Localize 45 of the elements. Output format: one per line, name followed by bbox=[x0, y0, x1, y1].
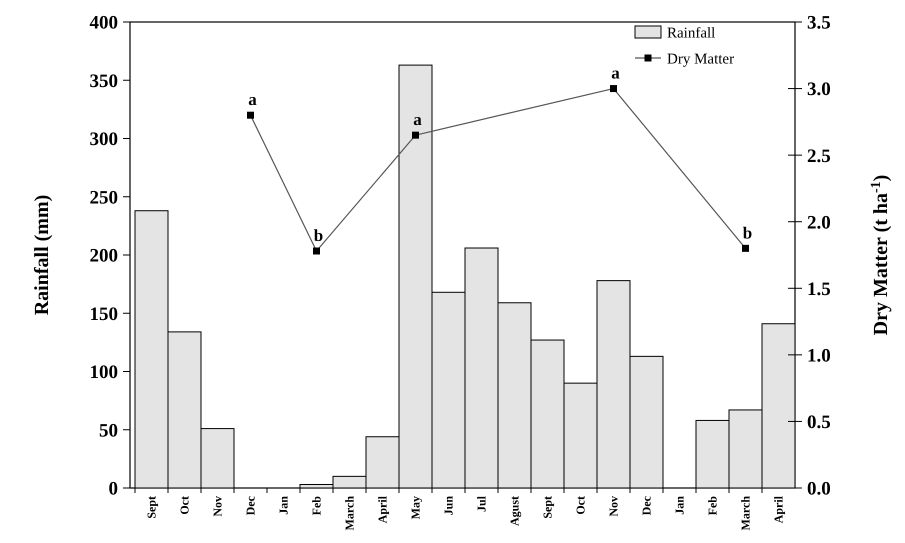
data-label: a bbox=[248, 90, 258, 110]
y-tick-label: 200 bbox=[90, 246, 118, 267]
x-tick-label: Feb bbox=[310, 496, 324, 516]
x-tick-label: March bbox=[738, 496, 752, 530]
y-tick-label: 400 bbox=[90, 12, 118, 34]
y2-tick-label: 1.5 bbox=[807, 278, 831, 300]
y-tick-label: 150 bbox=[90, 304, 118, 325]
y2-tick-label: 2.5 bbox=[807, 146, 831, 167]
x-tick-label: Jul bbox=[474, 495, 488, 512]
y-tick-label: 100 bbox=[90, 362, 118, 384]
legend-label: Rainfall bbox=[667, 25, 716, 42]
x-tick-label: Dec bbox=[640, 495, 654, 516]
x-tick-label: Jan bbox=[276, 496, 290, 515]
legend-label: Dry Matter bbox=[667, 51, 734, 68]
data-label: b bbox=[742, 223, 752, 242]
data-label: b bbox=[314, 226, 324, 246]
y-tick-label: 250 bbox=[90, 187, 118, 208]
x-tick-label: Nov bbox=[606, 496, 620, 517]
data-label: a bbox=[413, 110, 422, 130]
y-axis-title: Rainfall (mm) bbox=[31, 194, 53, 316]
x-tick-label: Nov bbox=[210, 496, 224, 517]
x-tick-label: Sept bbox=[144, 496, 158, 519]
y-tick-label: 350 bbox=[90, 70, 118, 92]
x-tick-label: Oct bbox=[178, 496, 192, 515]
y2-tick-label: 2.0 bbox=[807, 212, 831, 234]
y-tick-label: 50 bbox=[99, 420, 118, 442]
y2-tick-label: 0.5 bbox=[807, 412, 831, 434]
x-tick-label: Sept bbox=[540, 496, 554, 519]
y-tick-label: 300 bbox=[90, 129, 118, 150]
x-tick-label: Jun bbox=[442, 496, 456, 516]
x-tick-label: Jan bbox=[672, 496, 686, 515]
x-tick-label: April bbox=[772, 495, 786, 524]
x-tick-label: Oct bbox=[574, 496, 588, 515]
data-label: a bbox=[611, 64, 620, 83]
y2-tick-label: 0.0 bbox=[807, 478, 831, 500]
x-tick-label: Feb bbox=[706, 496, 720, 516]
x-tick-label: Dec bbox=[244, 495, 258, 516]
x-tick-label: May bbox=[408, 496, 422, 520]
x-tick-label: March bbox=[342, 496, 356, 530]
y2-tick-label: 3.0 bbox=[807, 79, 831, 100]
x-tick-label: Agust bbox=[508, 496, 522, 526]
x-tick-label: April bbox=[376, 495, 390, 524]
y2-tick-label: 1.0 bbox=[807, 346, 831, 367]
y-tick-label: 0 bbox=[108, 478, 118, 500]
y2-tick-label: 3.5 bbox=[807, 12, 831, 34]
